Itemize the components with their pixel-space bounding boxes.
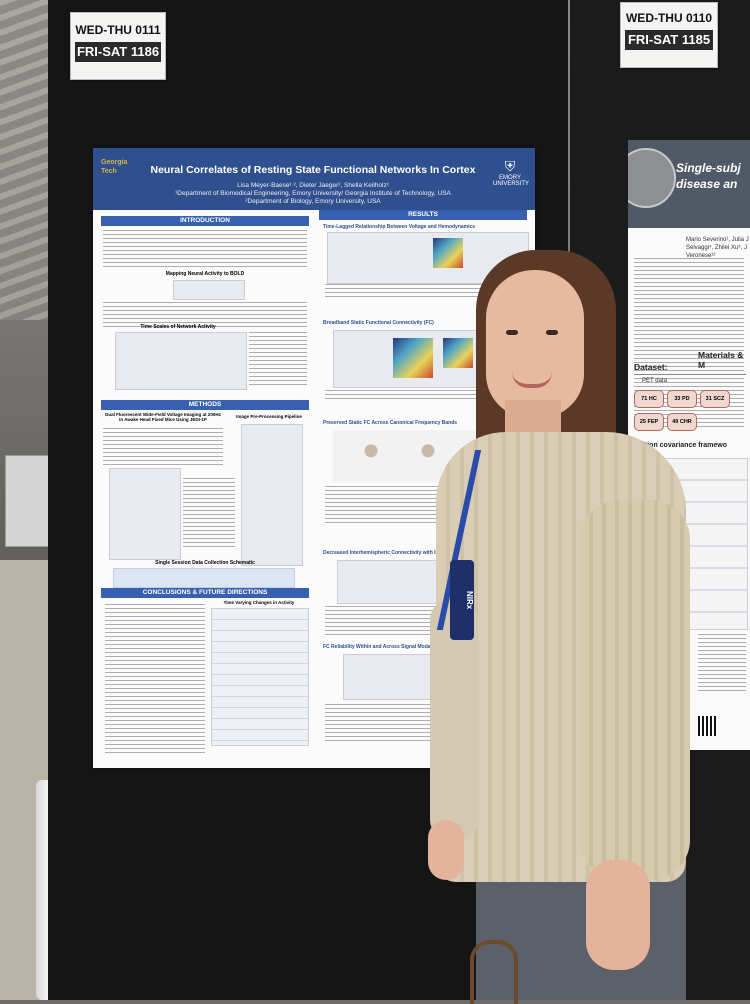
qr-code-icon: [698, 716, 718, 736]
section-conclusions: CONCLUSIONS & FUTURE DIRECTIONS: [101, 588, 309, 598]
cohort-fep: 25 FEP: [634, 412, 664, 431]
lanyard-badge: NIRx: [450, 560, 474, 640]
subhead-time-varying: Time Varying Changes in Activity: [223, 600, 295, 605]
neighbor-materials-heading: Materials & M: [698, 350, 744, 370]
subhead-dual: Dual Fluorescent Wide-Field Voltage Imag…: [105, 412, 221, 422]
university-seal-icon: [628, 148, 676, 208]
neighbor-divider: [634, 374, 746, 375]
microscope-figure: [109, 468, 181, 560]
person-left-arm: [430, 600, 478, 840]
cohort-scz: 31 SCZ: [700, 390, 730, 408]
person-face: [486, 270, 584, 418]
booth-tag-right: WED-THU 0110 FRI-SAT 1185: [620, 2, 718, 68]
affiliation-2: ²Department of Biology, Emory University…: [245, 198, 381, 205]
cohort-chr: 49 CHR: [667, 412, 697, 431]
person-left-hand: [428, 820, 464, 880]
subhead-pipeline: Image Pre-Processing Pipeline: [236, 414, 302, 419]
subhead-timescales: Time Scales of Network Activity: [140, 324, 216, 330]
logo-right-text: EMORY UNIVERSITY: [493, 175, 530, 187]
person-right-arm: [580, 500, 690, 880]
poster-title: Neural Correlates of Resting State Funct…: [150, 164, 476, 176]
section-results: RESULTS: [319, 210, 527, 220]
time-varying-figure: [211, 608, 309, 746]
booth-tag-left-line1: WED-THU 0111: [75, 23, 161, 37]
person-left-eye: [506, 330, 518, 335]
subhead-preserved: Preserved Static FC Across Canonical Fre…: [323, 420, 458, 426]
section-introduction: INTRODUCTION: [101, 216, 309, 226]
neighbor-poster-title: Single-subj disease an: [676, 160, 741, 192]
neighbor-pet-label: PET data: [642, 378, 667, 384]
poster-header: [93, 148, 535, 210]
neighbor-authors: Mario Severino¹, Julia J Selvaggi⁴, Zhil…: [686, 237, 749, 259]
lagged-heatmap: [433, 238, 463, 268]
aims-text: [103, 302, 307, 328]
section-methods: METHODS: [101, 400, 309, 410]
neighbor-title-line1: Single-subj: [676, 161, 741, 175]
cohort-grid: 71 HC 33 PD 31 SCZ 25 FEP 49 CHR: [634, 390, 730, 432]
logo-left-text: Georgia Tech: [101, 159, 128, 175]
timescales-notes: [249, 332, 307, 388]
person-right-hand: [586, 860, 650, 970]
subhead-decreased: Decreased Interhemispheric Connectivity …: [323, 550, 460, 556]
subhead-schematic: Single Session Data Collection Schematic: [155, 560, 255, 566]
lagged-caption: [325, 284, 525, 300]
conclusions-text: [105, 604, 205, 754]
fc-matrix-1: [393, 338, 433, 378]
neighbor-dataset-heading: Dataset:: [634, 362, 668, 372]
timescales-chart: [115, 332, 247, 390]
intro-text: [103, 230, 307, 270]
neighbor-results-text: [698, 634, 746, 694]
shield-icon: ⛨: [504, 158, 516, 174]
poster-authors: Lisa Meyer-Baese¹ ², Dieter Jaeger², She…: [133, 182, 493, 206]
methods-text: [103, 428, 223, 466]
subhead-reliability: FC Reliability Within and Across Signal …: [323, 644, 442, 650]
booth-tag-right-line1: WED-THU 0110: [625, 11, 713, 25]
person-right-eye: [546, 330, 558, 335]
georgia-tech-logo: Georgia Tech: [101, 158, 129, 194]
cohort-hc: 71 HC: [634, 390, 664, 408]
booth-tag-left-line2: FRI-SAT 1186: [75, 42, 161, 62]
affiliation-1: ¹Department of Biomedical Engineering, E…: [175, 190, 451, 197]
pipeline-figure: [241, 424, 303, 566]
neighbor-title-line2: disease an: [676, 177, 738, 191]
bag-strap: [470, 940, 518, 1004]
cohort-pd: 33 PD: [667, 390, 697, 408]
subhead-mapping: Mapping Neural Activity to BOLD: [165, 271, 245, 277]
booth-tag-left: WED-THU 0111 FRI-SAT 1186: [70, 12, 166, 80]
author-list: Lisa Meyer-Baese¹ ², Dieter Jaeger², She…: [237, 182, 389, 189]
neighbor-framework-heading: rbation covariance framewo: [634, 442, 727, 449]
emory-logo: ⛨ EMORY UNIVERSITY: [493, 158, 530, 198]
broadband-caption: [325, 390, 525, 402]
fc-matrix-2: [443, 338, 473, 368]
person-smile: [512, 372, 552, 388]
schematic-figure: [113, 568, 295, 588]
subhead-broadband: Broadband Static Functional Connectivity…: [323, 320, 434, 326]
mapping-figure: [173, 280, 245, 300]
booth-tag-right-line2: FRI-SAT 1185: [625, 30, 713, 50]
subhead-lagged: Time-Lagged Relationship Between Voltage…: [323, 224, 476, 230]
microscope-notes: [183, 478, 235, 548]
